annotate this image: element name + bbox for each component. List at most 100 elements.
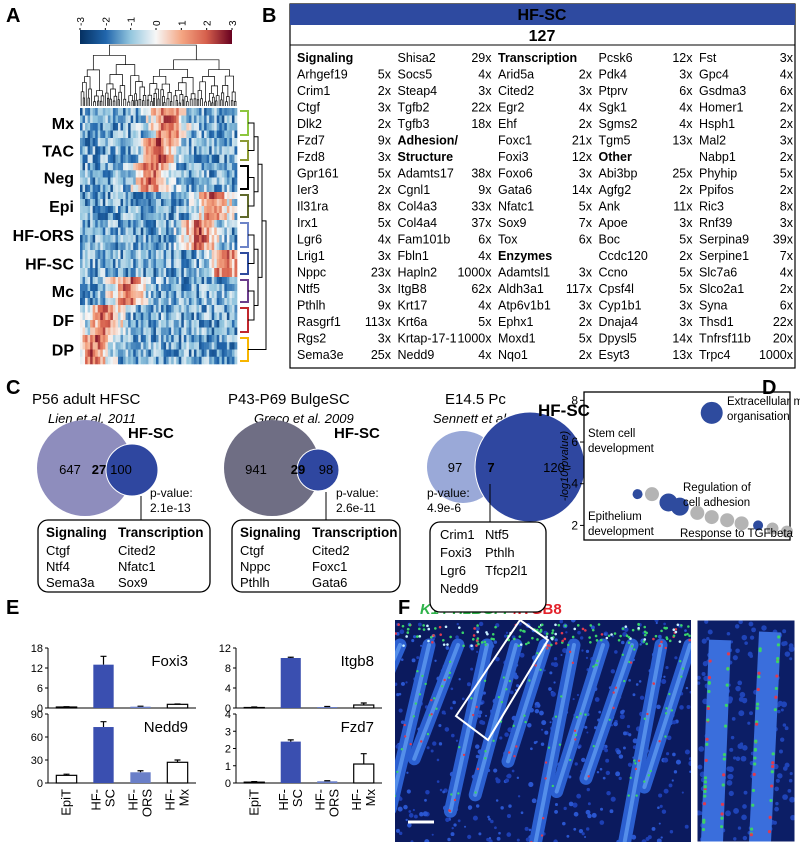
heatmap-cell <box>130 291 134 299</box>
heatmap-cell <box>95 250 99 260</box>
heatmap-cell <box>125 154 129 164</box>
heatmap-cell <box>85 356 88 365</box>
heatmap-cell <box>80 138 83 147</box>
panel-label: D <box>762 377 776 399</box>
gene: Nqo1 <box>498 348 528 362</box>
follicle-core <box>533 643 576 842</box>
heatmap-cell <box>211 320 215 328</box>
epidermis-cell <box>680 624 683 627</box>
heatmap-cell <box>133 227 137 236</box>
nucleus <box>395 682 398 686</box>
fold-change: 21x <box>572 134 593 148</box>
nucleus <box>553 681 556 684</box>
heatmap-cell <box>125 320 129 328</box>
heatmap-cell <box>80 163 83 171</box>
heatmap-cell <box>171 356 174 365</box>
nucleus <box>499 736 503 740</box>
heatmap-cell <box>216 163 220 171</box>
heatmap-cell <box>221 123 225 131</box>
bubble <box>700 401 723 424</box>
row-bracket <box>240 252 249 275</box>
venn-count: 647 <box>59 462 81 477</box>
heatmap-cell <box>82 146 86 155</box>
heatmap-cell <box>107 199 111 207</box>
nucleus <box>660 836 663 839</box>
heatmap-cell <box>130 298 134 306</box>
heatmap-cell <box>173 170 177 178</box>
heatmap-cell <box>176 327 180 336</box>
heatmap-cell <box>82 227 86 236</box>
epidermis-cell <box>476 637 480 640</box>
chart-title: Fzd7 <box>341 719 374 736</box>
heatmap-cell <box>214 220 218 228</box>
heatmap-cell <box>206 163 210 171</box>
nucleus <box>619 714 625 720</box>
nucleus <box>581 832 585 836</box>
heatmap-cell <box>229 268 233 278</box>
heatmap-cell <box>148 312 152 321</box>
epidermis-cell <box>591 628 595 632</box>
heatmap-cell <box>107 242 111 251</box>
heatmap-cell <box>155 305 159 313</box>
box-heading: Signaling <box>46 525 107 540</box>
heatmap-cell <box>128 206 131 214</box>
gene: Fam101b <box>398 233 451 247</box>
heatmap-cell <box>163 199 167 207</box>
epidermis-cell <box>519 628 522 632</box>
heatmap-cell <box>90 327 93 336</box>
heatmap-cell <box>186 154 190 164</box>
heatmap-cell <box>219 170 223 178</box>
heatmap-cell <box>105 349 109 358</box>
heatmap-cell <box>138 130 142 139</box>
heatmap-cell <box>206 259 210 269</box>
heatmap-cell <box>107 130 111 139</box>
heatmap-cell <box>216 320 220 328</box>
heatmap-cell <box>135 284 139 292</box>
heatmap-cell <box>196 342 200 350</box>
epidermis-cell <box>395 632 398 635</box>
fold-change: 2x <box>579 348 593 362</box>
heatmap-cell <box>90 349 93 358</box>
heatmap-cell <box>117 213 121 221</box>
heatmap-cell <box>112 312 116 321</box>
gene: Cpsf4l <box>599 282 634 296</box>
nucleus <box>430 749 434 753</box>
heatmap-cell <box>82 177 86 186</box>
heatmap-cell <box>199 277 202 285</box>
heatmap-cell <box>100 235 104 243</box>
gfp-cell <box>412 715 416 718</box>
heatmap-cell <box>199 235 202 243</box>
heatmap-cell <box>234 298 238 306</box>
heatmap-cell <box>82 305 86 313</box>
heatmap-cell <box>150 284 154 292</box>
heatmap-cell <box>82 154 86 164</box>
heatmap-cell <box>226 206 230 214</box>
heatmap-cell <box>120 298 124 306</box>
nucleus <box>596 770 600 774</box>
heatmap-cell <box>211 235 215 243</box>
heatmap-cell <box>191 259 195 269</box>
heatmap-cell <box>211 349 215 358</box>
gene: Slco2a1 <box>699 282 744 296</box>
gene: Abi3bp <box>599 167 638 181</box>
heatmap-cell <box>95 130 99 139</box>
heatmap-cell <box>204 327 207 336</box>
heatmap-cell <box>82 291 86 299</box>
y-tick-label: 18 <box>31 643 43 655</box>
heatmap-cell <box>148 130 152 139</box>
heatmap-cell <box>148 108 152 116</box>
heatmap-cell <box>115 170 119 178</box>
heatmap-cell <box>173 192 177 200</box>
epidermis-cell <box>624 625 628 628</box>
heatmap-cell <box>148 335 152 343</box>
heatmap-cell <box>161 220 164 228</box>
heatmap-cell <box>138 146 142 155</box>
heatmap-cell <box>234 235 238 243</box>
nucleus <box>761 625 767 631</box>
heatmap-cell <box>224 146 228 155</box>
heatmap-cell <box>120 213 124 221</box>
heatmap-cell <box>201 146 205 155</box>
heatmap-cell <box>219 312 223 321</box>
fold-change: 20x <box>773 332 794 346</box>
heatmap-cell <box>216 235 220 243</box>
